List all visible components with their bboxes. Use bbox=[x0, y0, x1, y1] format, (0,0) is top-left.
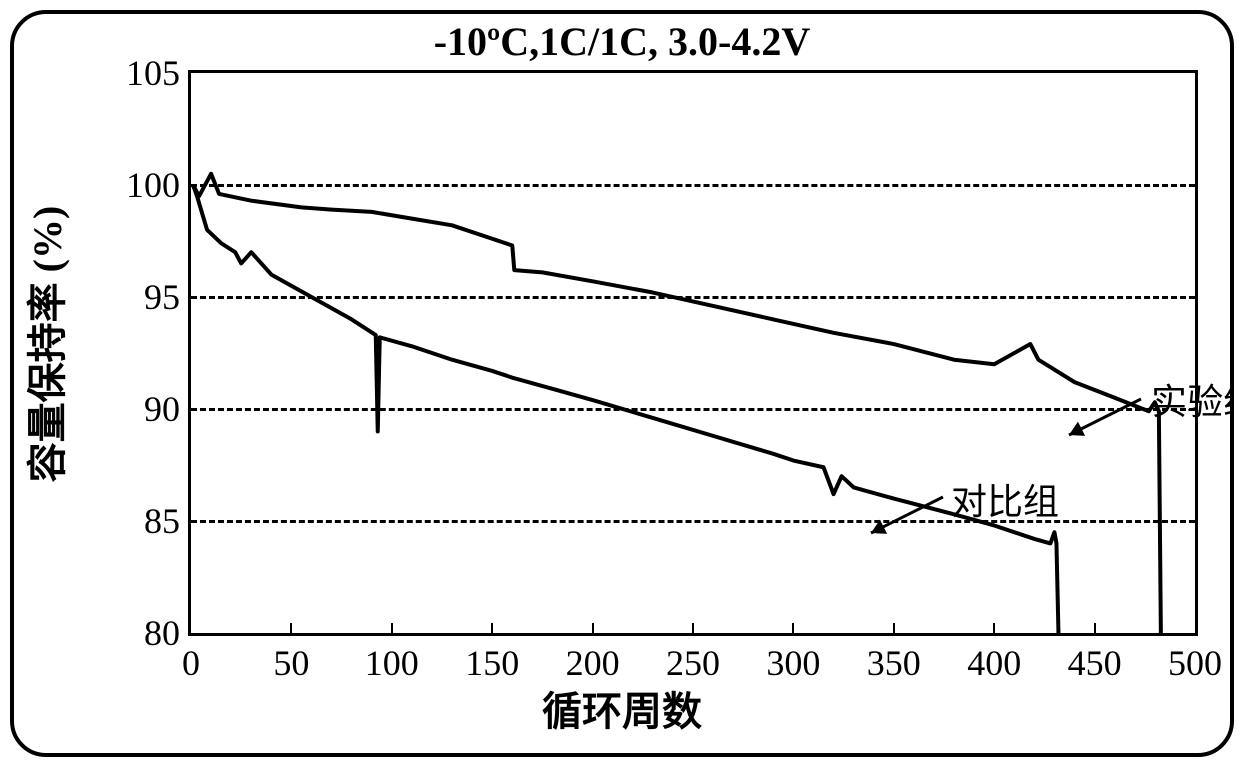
series-control bbox=[193, 185, 1058, 633]
x-tick-label: 0 bbox=[182, 642, 200, 684]
y-tick-label: 90 bbox=[90, 388, 180, 430]
chart-frame: -10ºC,1C/1C, 3.0-4.2V 实验组对比组 容量保持率 (%) 循… bbox=[10, 10, 1234, 757]
chart-title: -10ºC,1C/1C, 3.0-4.2V bbox=[14, 18, 1230, 65]
x-tick-label: 400 bbox=[967, 642, 1021, 684]
y-tick-label: 80 bbox=[90, 612, 180, 654]
x-tick-label: 100 bbox=[365, 642, 419, 684]
x-tick-label: 200 bbox=[566, 642, 620, 684]
plot-area: 实验组对比组 bbox=[188, 70, 1198, 636]
x-tick-label: 250 bbox=[666, 642, 720, 684]
x-tick-label: 450 bbox=[1068, 642, 1122, 684]
series-svg bbox=[191, 73, 1195, 633]
x-tick-label: 150 bbox=[465, 642, 519, 684]
x-tick-label: 500 bbox=[1168, 642, 1222, 684]
y-tick-label: 100 bbox=[90, 164, 180, 206]
annotation-control-label: 对比组 bbox=[951, 473, 1059, 525]
x-axis-label: 循环周数 bbox=[14, 679, 1230, 737]
x-tick-label: 50 bbox=[273, 642, 309, 684]
y-axis-label: 容量保持率 (%) bbox=[15, 206, 73, 483]
series-experimental bbox=[193, 174, 1161, 633]
x-tick-label: 300 bbox=[766, 642, 820, 684]
annotation-experimental-label: 实验组 bbox=[1151, 373, 1234, 425]
y-tick-label: 95 bbox=[90, 276, 180, 318]
y-tick-label: 85 bbox=[90, 500, 180, 542]
y-tick-label: 105 bbox=[90, 52, 180, 94]
x-tick-label: 350 bbox=[867, 642, 921, 684]
